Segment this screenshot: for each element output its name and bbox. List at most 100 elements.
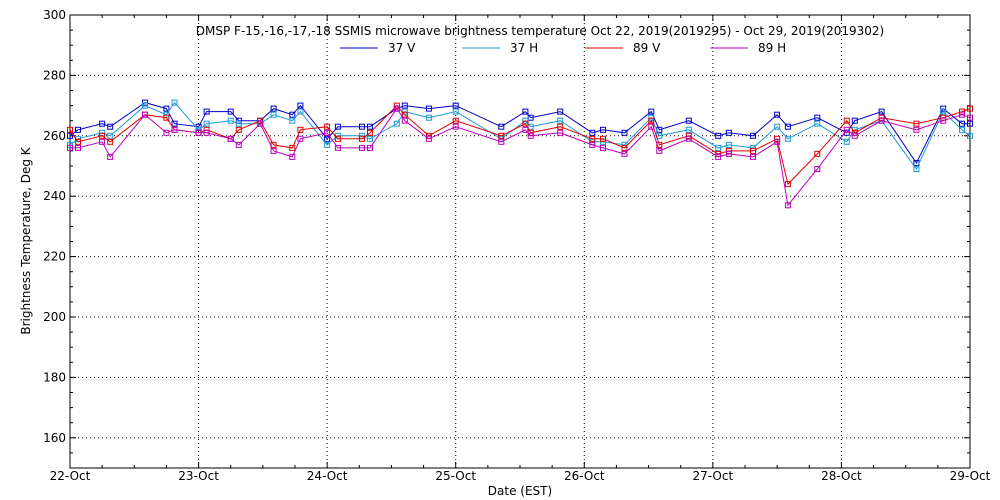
data-point xyxy=(557,123,564,130)
x-tick-label: 28-Oct xyxy=(821,469,862,483)
data-point xyxy=(498,132,505,139)
y-tick-label: 280 xyxy=(43,68,66,82)
data-point xyxy=(227,135,234,142)
data-point xyxy=(289,117,296,124)
data-point xyxy=(67,132,73,139)
data-point xyxy=(940,117,947,124)
data-point xyxy=(527,132,534,139)
data-point xyxy=(913,126,920,133)
data-point xyxy=(235,120,242,127)
data-point xyxy=(498,138,505,145)
axis-ticks: 160 180 200 220 240 260 280 300 22-Oct 23-Oct 24-O… xyxy=(43,8,991,483)
data-point xyxy=(967,132,973,139)
data-point xyxy=(367,135,373,142)
data-point xyxy=(270,105,277,112)
data-point xyxy=(142,102,148,109)
data-point xyxy=(784,135,791,142)
data-point xyxy=(367,144,373,151)
data-point xyxy=(725,141,732,148)
data-point xyxy=(774,111,781,118)
data-point xyxy=(878,108,885,115)
data-point xyxy=(621,144,628,151)
data-point xyxy=(784,123,791,130)
data-point xyxy=(324,123,331,130)
series-line xyxy=(69,104,971,186)
data-point xyxy=(297,126,304,133)
data-point xyxy=(203,108,210,115)
data-point xyxy=(270,147,277,154)
data-point xyxy=(297,108,304,115)
y-axis-label: Brightness Temperature, Deg K xyxy=(19,146,33,334)
data-point xyxy=(163,129,170,136)
data-point xyxy=(685,126,692,133)
y-tick-label: 220 xyxy=(43,250,66,264)
data-point xyxy=(452,102,459,109)
data-point xyxy=(324,135,331,142)
data-point xyxy=(195,129,202,136)
data-point xyxy=(425,114,432,121)
data-point xyxy=(270,111,277,118)
data-point xyxy=(171,99,178,106)
data-point xyxy=(959,108,965,115)
data-point xyxy=(843,138,850,145)
y-tick-label: 180 xyxy=(43,370,66,384)
data-point xyxy=(393,105,400,112)
data-point xyxy=(203,129,210,136)
x-axis-label: Date (EST) xyxy=(488,484,552,498)
data-point xyxy=(393,120,400,127)
data-point xyxy=(171,120,178,127)
data-point xyxy=(685,135,692,142)
data-point xyxy=(589,141,596,148)
data-point xyxy=(235,141,242,148)
data-point xyxy=(843,126,850,133)
data-point xyxy=(452,117,459,124)
data-point xyxy=(289,153,296,160)
series-line xyxy=(70,107,971,207)
data-point xyxy=(750,132,756,139)
x-tick-label: 24-Oct xyxy=(307,469,348,483)
data-point xyxy=(107,153,114,160)
legend: 37 V 37 H 89 V 89 H xyxy=(340,41,786,55)
data-point xyxy=(163,105,170,112)
data-point xyxy=(715,132,722,139)
data-point xyxy=(257,120,264,127)
data-point xyxy=(600,126,606,133)
data-point xyxy=(913,166,920,172)
data-point xyxy=(725,150,732,157)
data-point xyxy=(750,153,756,160)
data-point xyxy=(107,123,114,130)
x-tick-label: 27-Oct xyxy=(693,469,734,483)
y-tick-label: 260 xyxy=(43,129,66,143)
data-point xyxy=(648,108,655,115)
series-line xyxy=(69,101,971,170)
data-point xyxy=(589,129,596,136)
series-line xyxy=(69,102,970,164)
data-point xyxy=(425,135,432,142)
legend-label: 89 V xyxy=(633,41,661,55)
data-point xyxy=(367,129,373,136)
data-point xyxy=(621,129,628,136)
data-point xyxy=(359,144,365,151)
y-tick-label: 200 xyxy=(43,310,66,324)
x-tick-label: 23-Oct xyxy=(178,469,219,483)
x-tick-label: 25-Oct xyxy=(435,469,476,483)
data-point xyxy=(334,123,341,130)
data-point xyxy=(99,138,106,145)
y-tick-label: 300 xyxy=(43,8,66,22)
x-tick-label: 26-Oct xyxy=(564,469,605,483)
legend-label: 37 H xyxy=(510,41,538,55)
data-point xyxy=(297,135,304,142)
data-point xyxy=(522,120,529,127)
data-point xyxy=(522,126,529,133)
data-point xyxy=(75,138,81,145)
data-point xyxy=(967,120,973,127)
data-point xyxy=(401,102,408,109)
data-point xyxy=(600,135,606,142)
data-point xyxy=(656,147,663,154)
data-point xyxy=(843,117,850,124)
data-point xyxy=(163,114,170,121)
data-point xyxy=(967,114,973,121)
data-point xyxy=(814,120,821,127)
data-point xyxy=(367,123,373,130)
